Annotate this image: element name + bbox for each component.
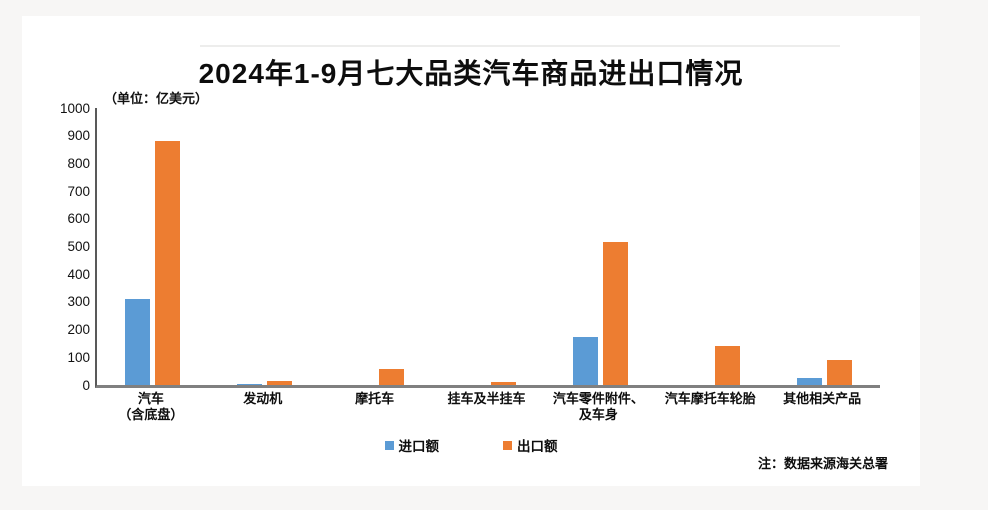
bar-出口额 xyxy=(714,346,740,385)
chart-card: 2024年1-9月七大品类汽车商品进出口情况 （单位：亿美元） 0 100 200 3… xyxy=(22,16,920,486)
bar-进口额 xyxy=(572,337,598,385)
y-tick-label: 100 xyxy=(67,349,90,365)
title-divider xyxy=(200,45,840,47)
bar-group xyxy=(209,108,321,385)
y-tick-label: 700 xyxy=(67,183,90,199)
y-tick-label: 500 xyxy=(67,239,90,254)
legend-item: 进口额 xyxy=(384,435,440,455)
legend-swatch-icon xyxy=(384,440,394,450)
y-tick-label: 900 xyxy=(67,128,90,144)
x-axis-category-label: 挂车及半挂车 xyxy=(447,391,526,406)
y-tick-label: 300 xyxy=(67,294,90,310)
bar-进口额 xyxy=(796,377,822,385)
bar-出口额 xyxy=(826,360,852,385)
chart-title: 2024年1-9月七大品类汽车商品进出口情况 xyxy=(198,58,744,89)
x-axis-category-label: 发动机 xyxy=(243,391,283,406)
bar-group xyxy=(97,108,209,385)
x-axis-category-label: 汽车 （含底盘） xyxy=(118,391,184,422)
bar-进口额 xyxy=(237,383,263,385)
bar-group xyxy=(768,108,880,385)
bar-group xyxy=(656,108,768,385)
legend-swatch-icon xyxy=(503,440,512,450)
bar-出口额 xyxy=(379,368,405,385)
x-axis-category-label: 其他相关产品 xyxy=(783,391,862,406)
source-note: 注：数据来源海关总署 xyxy=(757,456,888,471)
x-axis-category-label: 摩托车 xyxy=(355,391,395,406)
bar-进口额 xyxy=(125,299,151,385)
x-axis-labels: 汽车 （含底盘） 发动机 摩托车 挂车及半挂车 汽车零件附件、 及车身 汽车摩托车轮胎 其他相关… xyxy=(95,391,878,423)
unit-label: （单位：亿美元） xyxy=(104,91,209,106)
bar-出口额 xyxy=(491,381,516,385)
bar-出口额 xyxy=(602,242,628,385)
y-tick-label: 400 xyxy=(67,266,90,282)
x-axis-category-label: 汽车零件附件、 及车身 xyxy=(552,391,644,422)
y-tick-label: 200 xyxy=(67,322,90,338)
y-tick-label: 600 xyxy=(67,211,90,227)
bar-出口额 xyxy=(267,380,293,385)
bar-出口额 xyxy=(155,141,181,385)
y-tick-label: 1000 xyxy=(59,100,90,116)
legend: 进口额 出口额 xyxy=(22,435,920,455)
bar-group xyxy=(433,108,545,385)
legend-label: 出口额 xyxy=(517,439,558,454)
y-tick-label: 800 xyxy=(67,155,90,171)
bar-group xyxy=(544,108,656,385)
plot-area xyxy=(95,108,880,388)
legend-label: 进口额 xyxy=(398,439,440,454)
legend-item: 出口额 xyxy=(503,435,558,455)
x-axis-category-label: 汽车摩托车轮胎 xyxy=(664,391,756,406)
bar-group xyxy=(321,108,433,385)
y-tick-label: 0 xyxy=(82,377,90,393)
